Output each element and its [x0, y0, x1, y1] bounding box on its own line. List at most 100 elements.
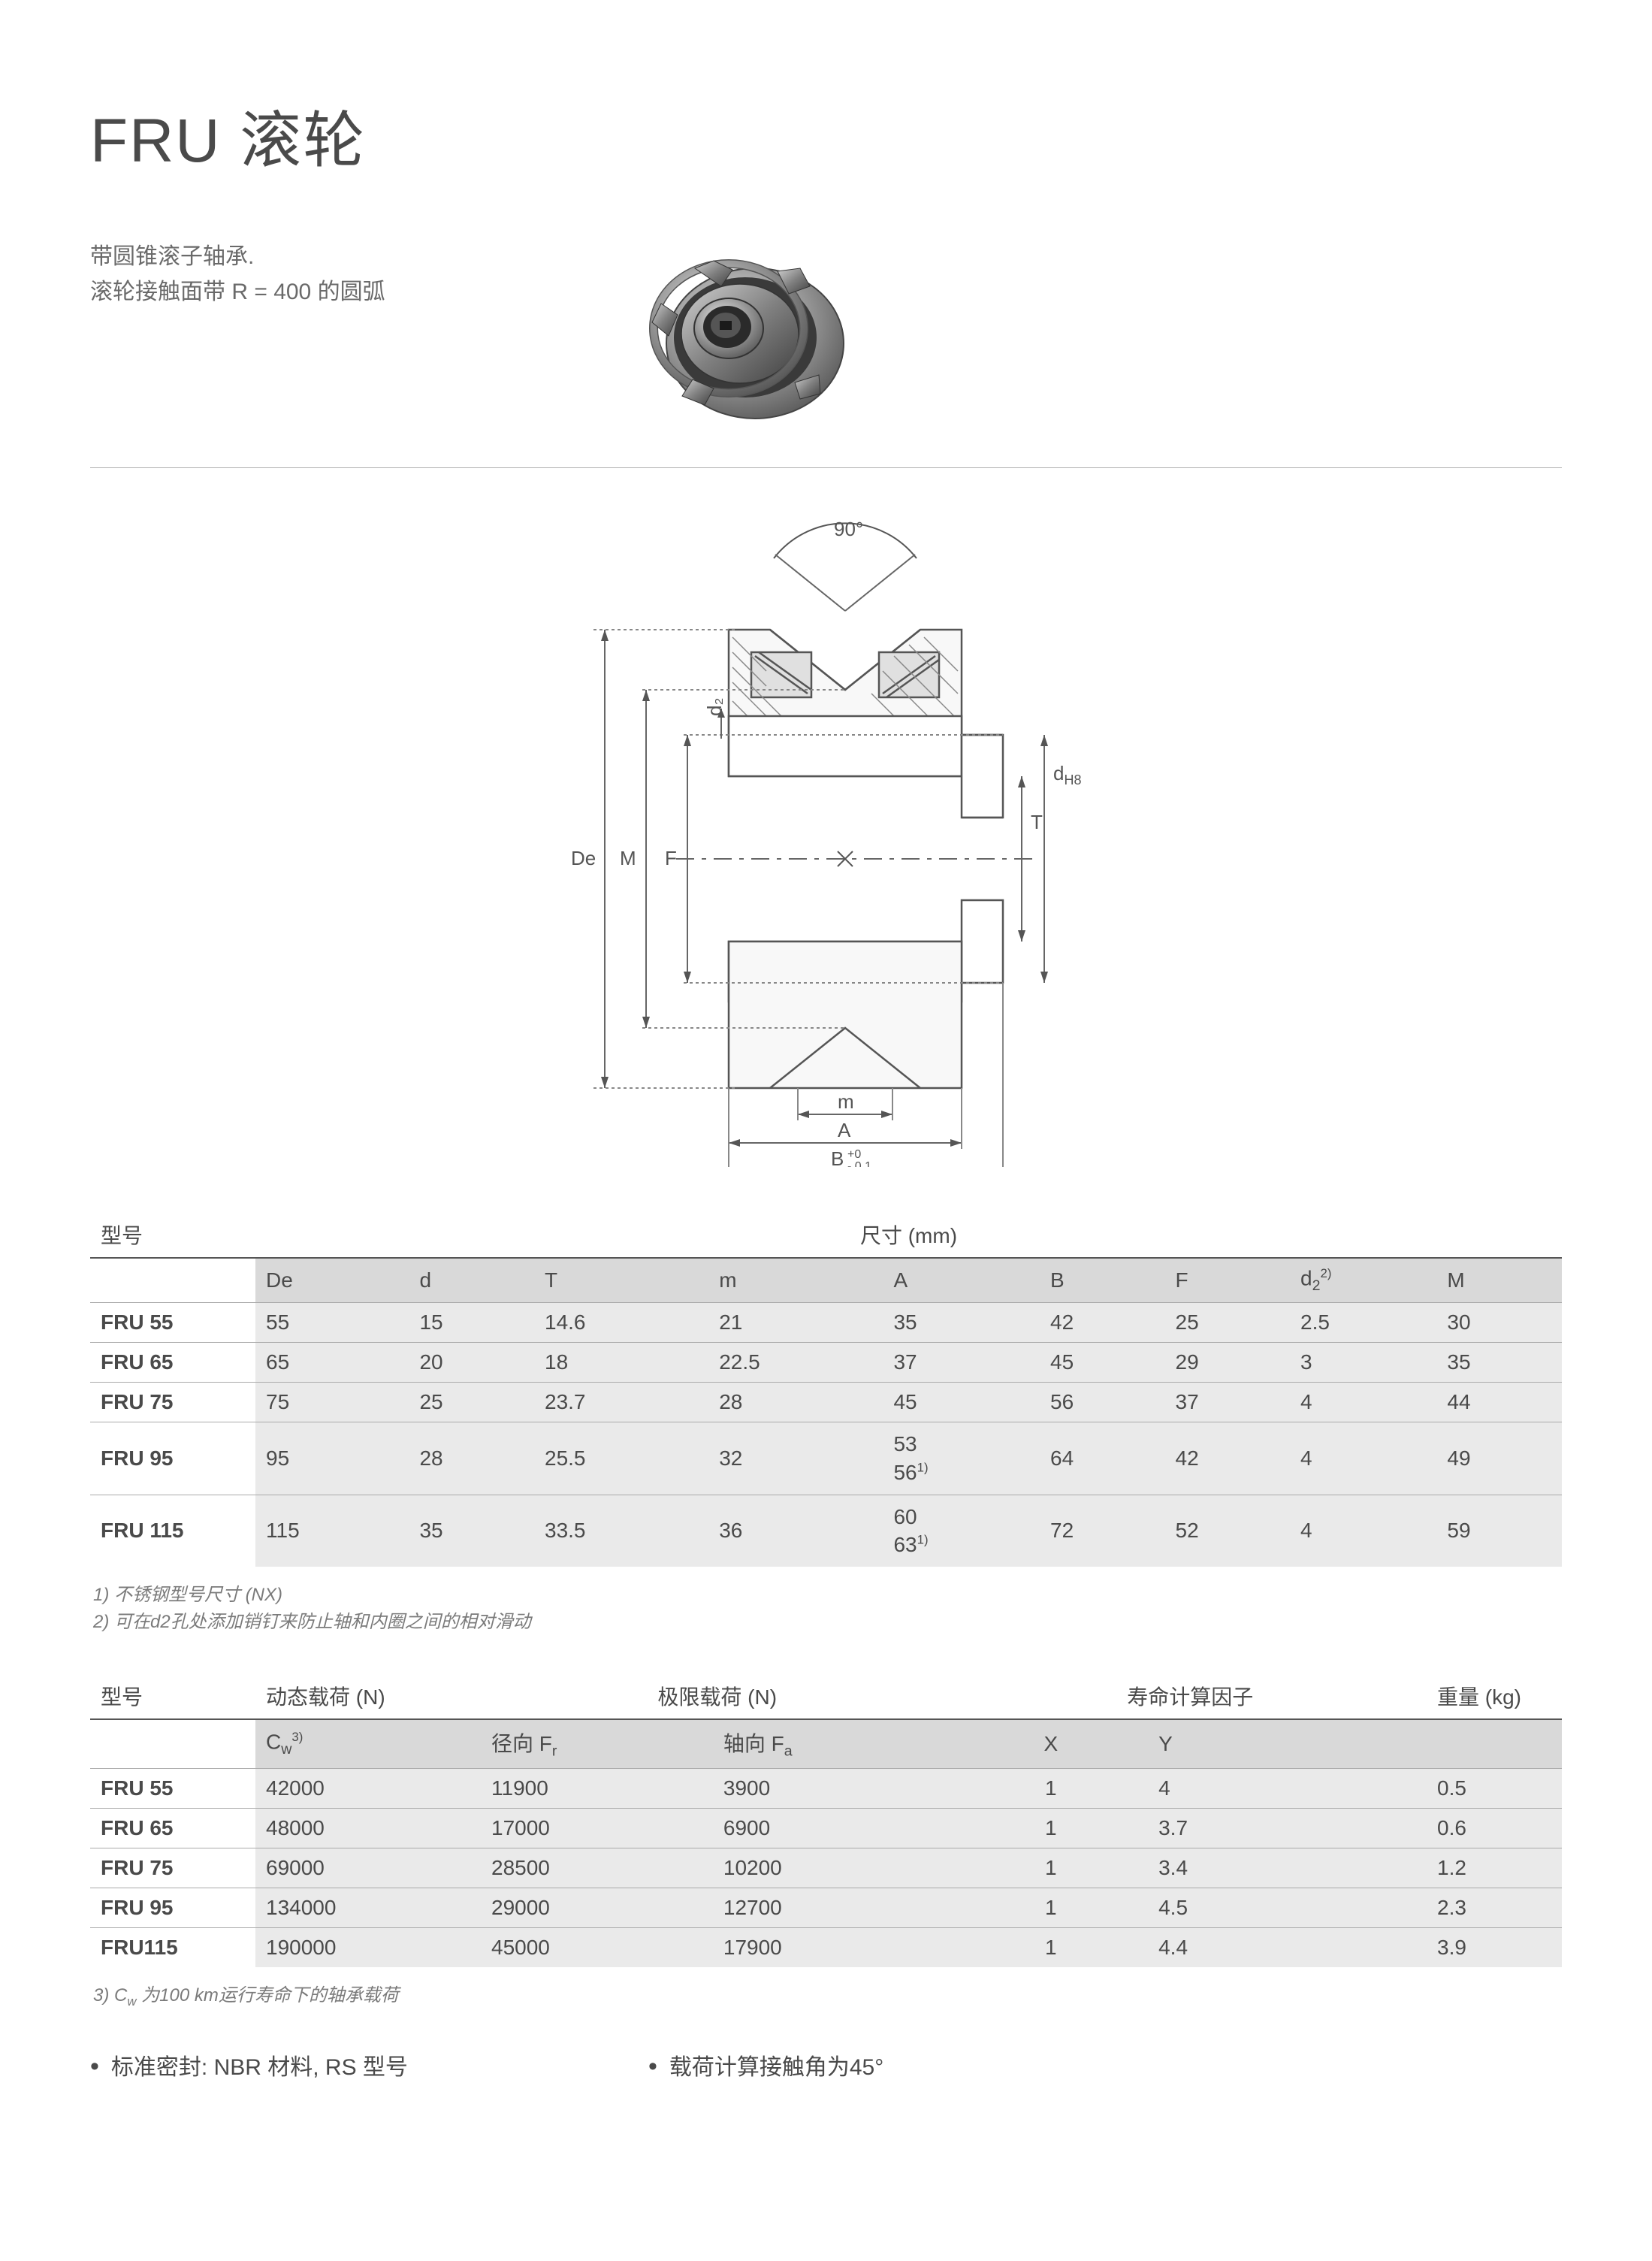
data-cell: 95 — [255, 1422, 409, 1495]
data-cell: 56 — [1040, 1382, 1165, 1422]
table-row: FRU 7569000285001020013.41.2 — [90, 1848, 1562, 1888]
data-cell: 1 — [953, 1927, 1148, 1967]
table-row: FRU 5542000119003900140.5 — [90, 1768, 1562, 1808]
loads-table-body: FRU 5542000119003900140.5FRU 65480001700… — [90, 1768, 1562, 1967]
svg-text:F: F — [665, 847, 677, 869]
svg-text:De: De — [571, 847, 596, 869]
col-group-life: 寿命计算因子 — [953, 1673, 1427, 1719]
dimensions-table-body: FRU 55551514.6213542252.530FRU 656520182… — [90, 1302, 1562, 1567]
data-cell: 11900 — [481, 1768, 713, 1808]
data-cell: 3.4 — [1148, 1848, 1427, 1888]
data-cell: 2.5 — [1290, 1302, 1436, 1342]
data-cell: 45 — [883, 1382, 1040, 1422]
svg-text:m: m — [838, 1090, 854, 1113]
data-cell: 42 — [1040, 1302, 1165, 1342]
col-Fa: 轴向 Fa — [713, 1719, 954, 1768]
product-image — [616, 232, 864, 446]
svg-text:M: M — [620, 847, 636, 869]
data-cell: 1.2 — [1427, 1848, 1562, 1888]
model-cell: FRU 65 — [90, 1342, 255, 1382]
data-cell: 12700 — [713, 1888, 954, 1927]
col-De: De — [255, 1258, 409, 1302]
data-cell: 75 — [255, 1382, 409, 1422]
footnote-2: 2) 可在d2孔处添加销钉来防止轴和内圈之间的相对滑动 — [93, 1609, 1562, 1636]
model-cell: FRU 65 — [90, 1808, 255, 1848]
data-cell: 18 — [534, 1342, 708, 1382]
data-cell: 17900 — [713, 1927, 954, 1967]
data-cell: 49 — [1436, 1422, 1562, 1495]
table-row: FRU 1151153533.53660631)7252459 — [90, 1495, 1562, 1567]
data-cell: 29 — [1165, 1342, 1291, 1382]
data-cell: 17000 — [481, 1808, 713, 1848]
data-cell: 45000 — [481, 1927, 713, 1967]
data-cell: 72 — [1040, 1495, 1165, 1567]
model-cell: FRU 115 — [90, 1495, 255, 1567]
description-line1: 带圆锥滚子轴承. — [90, 240, 481, 275]
col-Cw: Cw3) — [255, 1719, 481, 1768]
data-cell: 20 — [409, 1342, 534, 1382]
data-cell: 3.9 — [1427, 1927, 1562, 1967]
col-group-dimensions: 尺寸 (mm) — [255, 1212, 1562, 1258]
data-cell: 28 — [409, 1422, 534, 1495]
loads-table: 型号 动态载荷 (N) 极限载荷 (N) 寿命计算因子 重量 (kg) Cw3)… — [90, 1673, 1562, 1967]
col-d: d — [409, 1258, 534, 1302]
data-cell: 42 — [1165, 1422, 1291, 1495]
col-F: F — [1165, 1258, 1291, 1302]
model-cell: FRU 95 — [90, 1422, 255, 1495]
footnote-1: 1) 不锈钢型号尺寸 (NX) — [93, 1582, 1562, 1609]
model-cell: FRU 55 — [90, 1768, 255, 1808]
data-cell: 55 — [255, 1302, 409, 1342]
technical-diagram: 90° — [90, 506, 1562, 1167]
table-row: FRU 95952825.53253561)6442449 — [90, 1422, 1562, 1495]
svg-text:+0: +0 — [847, 1148, 861, 1161]
data-cell: 33.5 — [534, 1495, 708, 1567]
data-cell: 69000 — [255, 1848, 481, 1888]
data-cell: 1 — [953, 1848, 1148, 1888]
data-cell: 190000 — [255, 1927, 481, 1967]
col-weight-blank — [1427, 1719, 1562, 1768]
col-X: X — [953, 1719, 1148, 1768]
note-seal: 标准密封: NBR 材料, RS 型号 — [90, 2048, 408, 2081]
svg-text:T: T — [1031, 811, 1043, 833]
data-cell: 59 — [1436, 1495, 1562, 1567]
data-cell: 64 — [1040, 1422, 1165, 1495]
page-title: FRU 滚轮 — [90, 90, 1562, 180]
angle-label: 90° — [834, 518, 863, 540]
table-row: FRU115190000450001790014.43.9 — [90, 1927, 1562, 1967]
col-T: T — [534, 1258, 708, 1302]
data-cell: 15 — [409, 1302, 534, 1342]
col-A: A — [883, 1258, 1040, 1302]
data-cell: 3.7 — [1148, 1808, 1427, 1848]
col-M: M — [1436, 1258, 1562, 1302]
model-cell: FRU 95 — [90, 1888, 255, 1927]
note-angle: 载荷计算接触角为45° — [648, 2048, 883, 2081]
data-cell: 30 — [1436, 1302, 1562, 1342]
data-cell: 42000 — [255, 1768, 481, 1808]
data-cell: 4 — [1148, 1768, 1427, 1808]
col-Fr: 径向 Fr — [481, 1719, 713, 1768]
table2-footnotes: 3) Cw 为100 km运行寿命下的轴承载荷 — [93, 1982, 1562, 2011]
svg-text:B: B — [831, 1147, 844, 1167]
data-cell: 4.4 — [1148, 1927, 1427, 1967]
data-cell: 52 — [1165, 1495, 1291, 1567]
data-cell: 36 — [708, 1495, 883, 1567]
data-cell: 4 — [1290, 1495, 1436, 1567]
col-group-weight: 重量 (kg) — [1427, 1673, 1562, 1719]
data-cell: 21 — [708, 1302, 883, 1342]
bottom-notes: 标准密封: NBR 材料, RS 型号 载荷计算接触角为45° — [90, 2048, 1562, 2081]
header-row: 带圆锥滚子轴承. 滚轮接触面带 R = 400 的圆弧 — [90, 232, 1562, 468]
data-cell: 29000 — [481, 1888, 713, 1927]
cross-section-diagram: 90° — [496, 506, 1157, 1167]
col-m: m — [708, 1258, 883, 1302]
data-cell: 4 — [1290, 1382, 1436, 1422]
data-cell: 48000 — [255, 1808, 481, 1848]
blank-header — [90, 1258, 255, 1302]
table-row: FRU 55551514.6213542252.530 — [90, 1302, 1562, 1342]
data-cell: 65 — [255, 1342, 409, 1382]
data-cell: 28 — [708, 1382, 883, 1422]
data-cell: 35 — [883, 1302, 1040, 1342]
roller-icon — [616, 232, 864, 443]
col-group-model: 型号 — [90, 1212, 255, 1258]
data-cell: 44 — [1436, 1382, 1562, 1422]
data-cell: 134000 — [255, 1888, 481, 1927]
